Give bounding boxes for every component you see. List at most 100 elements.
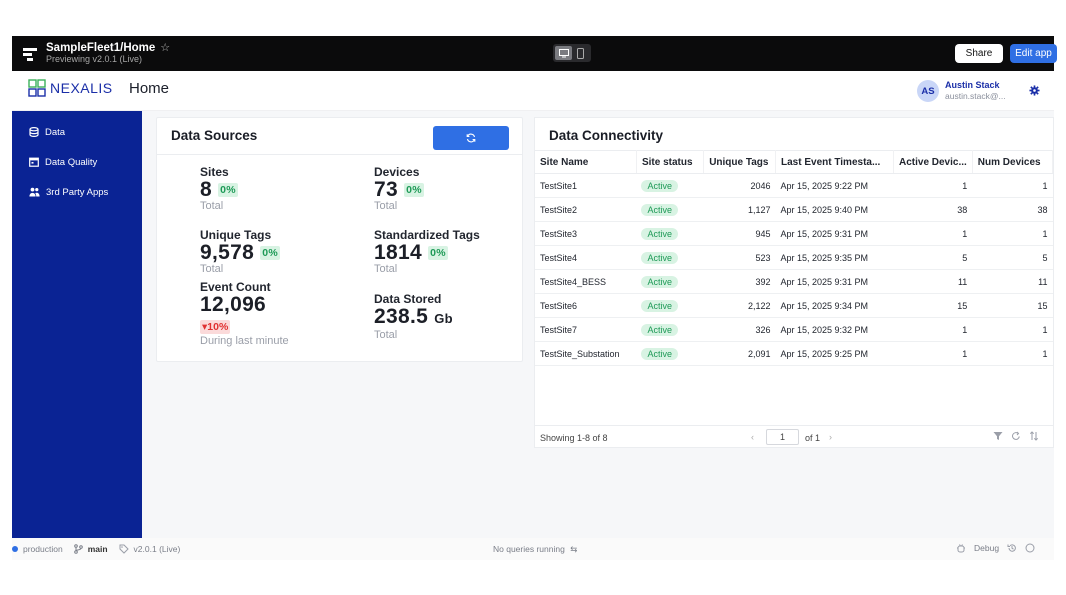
cell-last-event: Apr 15, 2025 9:34 PM bbox=[775, 293, 894, 318]
cell-num-devices: 11 bbox=[972, 269, 1053, 294]
cell-num-devices: 15 bbox=[972, 293, 1053, 318]
desktop-view-button[interactable] bbox=[555, 46, 572, 60]
tag-icon bbox=[119, 544, 129, 554]
stat-value: 8 bbox=[200, 178, 212, 201]
cell-num-devices: 1 bbox=[972, 173, 1053, 198]
table-row[interactable]: TestSite7 Active 326 Apr 15, 2025 9:32 P… bbox=[535, 317, 1053, 342]
cell-active-devices: 1 bbox=[893, 341, 973, 366]
data-connectivity-card: Data Connectivity Site Name Site status … bbox=[534, 117, 1054, 448]
star-icon[interactable]: ☆ bbox=[160, 42, 171, 54]
table-header-row: Site Name Site status Unique Tags Last E… bbox=[535, 150, 1053, 174]
table-actions bbox=[993, 431, 1039, 441]
cell-site-name: TestSite3 bbox=[535, 221, 637, 246]
avatar[interactable]: AS bbox=[917, 80, 939, 102]
sidebar-item-data-quality[interactable]: Data Quality bbox=[12, 147, 142, 177]
connectivity-table: Site Name Site status Unique Tags Last E… bbox=[535, 150, 1053, 366]
refresh-icon bbox=[466, 133, 476, 143]
table-row[interactable]: TestSite4 Active 523 Apr 15, 2025 9:35 P… bbox=[535, 245, 1053, 270]
sidebar-item-data[interactable]: Data bbox=[12, 117, 142, 147]
change-badge: 0% bbox=[404, 183, 424, 197]
column-header[interactable]: Site Name bbox=[535, 150, 637, 174]
cell-last-event: Apr 15, 2025 9:35 PM bbox=[775, 245, 894, 270]
column-header[interactable]: Num Devices bbox=[972, 150, 1053, 174]
sidebar-item-3rd-party-apps[interactable]: 3rd Party Apps bbox=[12, 177, 142, 207]
env-label[interactable]: production bbox=[23, 544, 63, 554]
gear-icon[interactable] bbox=[1029, 85, 1040, 96]
chevron-right-icon[interactable]: › bbox=[829, 432, 832, 442]
cell-active-devices: 1 bbox=[893, 317, 973, 342]
stat-value: 238.5 bbox=[374, 305, 429, 328]
app-name[interactable]: SampleFleet1/Home bbox=[46, 42, 156, 54]
status-badge: Active bbox=[641, 299, 678, 312]
column-header[interactable]: Active Devic... bbox=[893, 150, 973, 174]
table-row[interactable]: TestSite1 Active 2046 Apr 15, 2025 9:22 … bbox=[535, 173, 1053, 198]
stat-label: Event Count bbox=[200, 280, 271, 294]
stat-value: 1814 bbox=[374, 241, 422, 264]
stat-value: 73 bbox=[374, 178, 398, 201]
status-badge: Active bbox=[641, 275, 678, 288]
column-header[interactable]: Site status bbox=[636, 150, 705, 174]
page-input[interactable]: 1 bbox=[766, 429, 799, 445]
cell-unique-tags: 2046 bbox=[703, 173, 776, 198]
stat-sub: Total bbox=[200, 263, 224, 275]
data-sources-card: Data Sources Sites 8 0% Total Devices 73… bbox=[156, 117, 523, 362]
calendar-icon bbox=[29, 157, 39, 167]
info-icon[interactable] bbox=[1025, 543, 1035, 553]
filter-icon[interactable] bbox=[993, 431, 1003, 441]
git-branch-icon bbox=[73, 544, 83, 554]
cell-last-event: Apr 15, 2025 9:32 PM bbox=[775, 317, 894, 342]
stat-label: Sites bbox=[200, 165, 229, 179]
cell-unique-tags: 1,127 bbox=[703, 197, 776, 222]
cell-last-event: Apr 15, 2025 9:22 PM bbox=[775, 173, 894, 198]
change-badge: 0% bbox=[260, 246, 280, 260]
branch-label[interactable]: main bbox=[87, 544, 108, 554]
sort-icon[interactable] bbox=[1029, 431, 1039, 441]
debug-button[interactable]: Debug bbox=[974, 543, 1000, 553]
stat-unit: Gb bbox=[434, 311, 453, 326]
edit-app-button[interactable]: Edit app bbox=[1010, 44, 1057, 63]
sidebar-item-label: Data Quality bbox=[45, 156, 98, 168]
table-row[interactable]: TestSite_Substation Active 2,091 Apr 15,… bbox=[535, 341, 1053, 366]
refresh-button[interactable] bbox=[433, 126, 509, 150]
stat-sub: During last minute bbox=[200, 335, 289, 347]
cell-site-name: TestSite2 bbox=[535, 197, 637, 222]
cell-unique-tags: 523 bbox=[703, 245, 776, 270]
stat-unique-tags: Unique Tags 9,578 0% Total bbox=[200, 229, 280, 275]
stat-sub: Total bbox=[374, 329, 398, 341]
sidebar: Data Data Quality 3rd Party Apps bbox=[12, 111, 142, 538]
cell-unique-tags: 326 bbox=[703, 317, 776, 342]
mobile-view-button[interactable] bbox=[572, 46, 589, 60]
table-row[interactable]: TestSite3 Active 945 Apr 15, 2025 9:31 P… bbox=[535, 221, 1053, 246]
device-toggle[interactable] bbox=[553, 44, 591, 62]
debug-icon bbox=[957, 544, 965, 553]
stat-data-stored: Data Stored 238.5 Gb Total bbox=[374, 293, 453, 342]
status-badge: Active bbox=[641, 251, 678, 264]
mobile-icon bbox=[577, 47, 584, 59]
cell-site-name: TestSite1 bbox=[535, 173, 637, 198]
cell-unique-tags: 945 bbox=[703, 221, 776, 246]
table-row[interactable]: TestSite2 Active 1,127 Apr 15, 2025 9:40… bbox=[535, 197, 1053, 222]
stat-sub: Total bbox=[200, 200, 224, 212]
card-title: Data Connectivity bbox=[549, 128, 664, 143]
change-badge: ▾10% bbox=[200, 320, 231, 334]
column-header[interactable]: Unique Tags bbox=[703, 150, 776, 174]
table-row[interactable]: TestSite4_BESS Active 392 Apr 15, 2025 9… bbox=[535, 269, 1053, 294]
chevron-left-icon[interactable]: ‹ bbox=[751, 432, 754, 442]
version-label[interactable]: v2.0.1 (Live) bbox=[133, 544, 181, 554]
stat-event-count: Event Count 12,096 ▾10% During last minu… bbox=[200, 281, 289, 347]
cell-active-devices: 5 bbox=[893, 245, 973, 270]
column-header[interactable]: Last Event Timesta... bbox=[775, 150, 894, 174]
cell-num-devices: 1 bbox=[972, 341, 1053, 366]
history-icon[interactable] bbox=[1007, 543, 1017, 553]
user-name[interactable]: Austin Stack bbox=[945, 80, 1000, 90]
cell-active-devices: 11 bbox=[893, 269, 973, 294]
refresh-icon[interactable] bbox=[1011, 431, 1021, 441]
share-button[interactable]: Share bbox=[955, 44, 1003, 63]
cell-active-devices: 1 bbox=[893, 173, 973, 198]
page-total: of 1 bbox=[805, 433, 821, 443]
brand-logo: NEXALIS bbox=[28, 79, 113, 97]
status-badge: Active bbox=[641, 203, 678, 216]
cell-num-devices: 38 bbox=[972, 197, 1053, 222]
table-row[interactable]: TestSite6 Active 2,122 Apr 15, 2025 9:34… bbox=[535, 293, 1053, 318]
stat-sites: Sites 8 0% Total bbox=[200, 166, 238, 212]
